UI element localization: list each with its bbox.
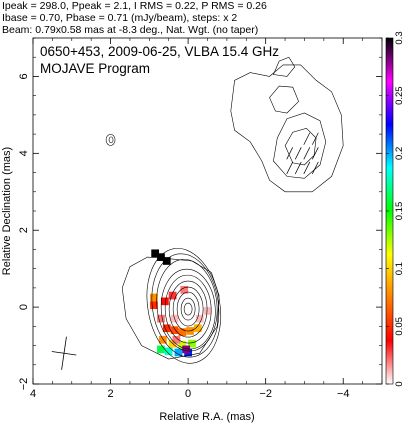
- polarization-pixel: [150, 301, 158, 310]
- contour-line: [156, 259, 218, 352]
- y-axis-ticks: −2 0 2 4 6: [18, 37, 382, 391]
- x-tick-label: 0: [185, 388, 191, 400]
- contour-line: [105, 134, 116, 146]
- header-line-2: Ibase = 0.70, Pbase = 0.71 (mJy/beam), s…: [2, 12, 237, 24]
- polarization-vector: [303, 132, 311, 145]
- x-tick-label: 2: [107, 388, 113, 400]
- contour-line: [151, 253, 220, 358]
- polarization-pixel: [170, 326, 179, 335]
- y-tick-label: 6: [18, 73, 30, 79]
- colorbar-ticks: 0 0.05 0.1 0.15 0.2 0.25 0.3: [386, 31, 405, 387]
- beam-minor-axis: [51, 351, 77, 356]
- colorbar-tick-label: 0.05: [394, 317, 405, 336]
- polarization-pixel: [160, 297, 169, 306]
- polarization-pixel: [178, 340, 187, 349]
- polarization-pixel: [188, 339, 196, 348]
- polarization-pixel: [182, 345, 191, 354]
- polarization-pixel: [168, 291, 177, 300]
- header-line-3: Beam: 0.79x0.58 mas at -8.3 deg., Nat. W…: [2, 24, 258, 36]
- polarization-pixel: [162, 324, 171, 333]
- contour-line: [269, 85, 299, 114]
- colorbar-tick-label: 0.15: [394, 202, 405, 221]
- polarization-vector: [311, 147, 319, 160]
- polarization-vector: [286, 161, 294, 175]
- polarization-vector: [286, 147, 294, 160]
- polarization-vectors: [286, 132, 319, 175]
- colorbar: 0 0.05 0.1 0.15 0.2 0.25 0.3: [385, 31, 405, 387]
- colorbar-tick-label: 0.1: [394, 262, 405, 275]
- colorbar-tick-label: 0.25: [394, 86, 405, 105]
- contour-line: [146, 248, 221, 364]
- polarization-vector: [303, 161, 311, 175]
- polarization-pixel: [162, 257, 171, 265]
- plot-frame: [32, 37, 383, 385]
- contour-line: [176, 291, 200, 327]
- polarization-pixel: [195, 314, 204, 323]
- y-tick-label: −2: [18, 378, 30, 391]
- polarization-pixel: [157, 345, 165, 354]
- contour-layer: [105, 56, 344, 364]
- polarization-pixel: [150, 293, 158, 302]
- polarization-pixel: [159, 335, 167, 344]
- polarization-vector: [294, 161, 302, 175]
- contour-line: [284, 127, 317, 166]
- contour-line: [230, 64, 344, 193]
- y-axis-label: Relative Declination (mas): [1, 147, 13, 275]
- polarization-pixel: [203, 307, 212, 315]
- polarization-pixel: [180, 285, 189, 294]
- colorbar-tick-label: 0: [394, 381, 405, 386]
- x-tick-label: 4: [30, 388, 36, 400]
- polarization-pixel: [151, 249, 160, 258]
- polarization-vector: [311, 132, 319, 145]
- polarization-pixel: [172, 335, 181, 344]
- polarization-vector: [303, 147, 311, 160]
- contour-line: [121, 256, 220, 360]
- chart-subtitle: MOJAVE Program: [40, 61, 150, 76]
- x-tick-label: −2: [259, 388, 272, 400]
- contour-line: [172, 286, 204, 332]
- x-axis-ticks: 4 2 0 −2 −4: [30, 38, 383, 400]
- plot-area: [32, 37, 383, 385]
- contour-line: [273, 112, 327, 179]
- polarization-pixel: [164, 347, 173, 356]
- contour-line: [160, 268, 216, 350]
- polarization-vector: [311, 161, 319, 175]
- polarization-pixel: [174, 348, 183, 357]
- polarization-pixel: [157, 253, 165, 261]
- y-tick-label: 0: [18, 304, 30, 310]
- y-tick-label: 2: [18, 227, 30, 233]
- polarization-pixel: [193, 324, 202, 333]
- contour-line: [168, 280, 208, 338]
- polarization-pixel: [178, 328, 187, 336]
- contour-line: [108, 136, 114, 144]
- colorbar-tick-label: 0.3: [394, 31, 405, 44]
- contour-line: [183, 302, 193, 316]
- chart-title: 0650+453, 2009-06-25, VLBA 15.4 GHz: [40, 44, 279, 59]
- polarization-vector: [294, 147, 302, 160]
- contour-line: [272, 56, 296, 77]
- header-line-1: Ipeak = 298.0, Ppeak = 2.1, I RMS = 0.22…: [2, 0, 267, 12]
- beam-marker: [51, 336, 77, 370]
- colorbar-tick-label: 0.2: [394, 147, 405, 160]
- y-tick-label: 4: [18, 150, 30, 156]
- contour-line: [180, 297, 196, 321]
- x-tick-label: −4: [337, 388, 350, 400]
- polarization-pixel: [157, 314, 165, 323]
- x-axis-label: Relative R.A. (mas): [159, 411, 254, 423]
- contour-line: [164, 274, 212, 344]
